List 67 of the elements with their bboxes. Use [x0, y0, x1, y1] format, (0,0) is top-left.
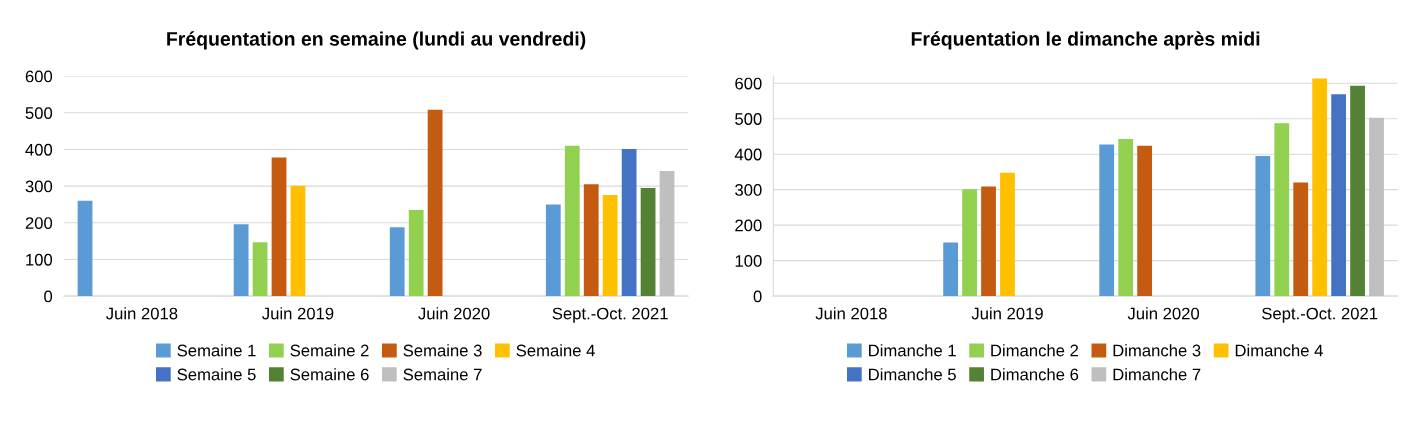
x-tick-label: Juin 2019	[262, 307, 334, 320]
bar	[602, 194, 618, 297]
bar	[659, 171, 675, 297]
bar	[408, 209, 424, 297]
y-tick-label: 300	[735, 184, 762, 196]
x-tick-label: Juin 2020	[1127, 307, 1200, 320]
y-tick-label: 0	[44, 290, 53, 303]
bar	[943, 242, 959, 297]
bar	[1137, 145, 1153, 297]
legend-label: Dimanche 1	[869, 344, 956, 357]
bar	[233, 224, 249, 297]
bar	[427, 109, 443, 297]
bar	[389, 227, 405, 297]
x-tick-label: Juin 2020	[418, 307, 490, 320]
y-tick-label: 100	[26, 253, 53, 266]
bar	[1274, 123, 1290, 297]
chart-title: Fréquentation en semaine (lundi au vendredi)	[167, 31, 586, 50]
bar	[1312, 78, 1328, 297]
bar	[1350, 85, 1365, 297]
bar	[1369, 117, 1384, 297]
bar	[271, 157, 287, 297]
chart-title: Fréquentation le dimanche après midi	[911, 31, 1260, 50]
bar	[621, 149, 637, 297]
legend-label: Dimanche 5	[869, 368, 956, 381]
bar	[962, 189, 977, 297]
y-tick-label: 400	[734, 148, 762, 161]
legend-label: Semaine 6	[290, 368, 369, 381]
y-tick-label: 500	[735, 113, 762, 125]
bar	[564, 145, 580, 297]
bar	[1255, 155, 1271, 297]
legend-label: Semaine 1	[177, 344, 256, 357]
bar	[252, 242, 268, 297]
bar	[1331, 94, 1347, 297]
bar	[77, 200, 93, 297]
y-tick-label: 100	[735, 255, 762, 267]
bar	[545, 204, 561, 297]
y-tick-label: 400	[25, 143, 53, 156]
y-tick-label: 600	[735, 77, 762, 90]
y-tick-label: 300	[25, 180, 53, 193]
bar	[640, 187, 656, 297]
legend-label: Dimanche 3	[1113, 344, 1201, 357]
bar	[1099, 144, 1115, 297]
y-tick-label: 200	[735, 219, 762, 232]
x-tick-label: Juin 2018	[106, 307, 178, 320]
y-tick-label: 500	[25, 107, 53, 119]
legend-label: Semaine 5	[177, 368, 256, 381]
legend-label: Dimanche 2	[991, 344, 1079, 357]
legend-label: Semaine 2	[290, 344, 369, 357]
legend-label: Semaine 4	[516, 344, 595, 357]
bar	[1293, 182, 1309, 297]
y-tick-label: 0	[753, 290, 762, 303]
x-tick-label: Sept.-Oct. 2021	[552, 307, 668, 323]
y-tick-label: 200	[25, 217, 53, 229]
y-tick-label: 600	[25, 70, 53, 83]
bar	[981, 186, 996, 297]
x-tick-label: Juin 2018	[815, 307, 887, 320]
legend-label: Semaine 3	[403, 344, 482, 357]
bar	[1118, 138, 1134, 297]
legend-label: Dimanche 6	[991, 368, 1079, 381]
legend-label: Dimanche 7	[1113, 368, 1201, 381]
x-tick-label: Juin 2019	[971, 307, 1043, 320]
legend-label: Dimanche 4	[1235, 344, 1323, 357]
legend-label: Semaine 7	[403, 368, 482, 381]
bar	[1000, 172, 1015, 297]
bar	[290, 185, 306, 297]
bar	[583, 184, 599, 297]
x-tick-label: Sept.-Oct. 2021	[1262, 307, 1378, 323]
